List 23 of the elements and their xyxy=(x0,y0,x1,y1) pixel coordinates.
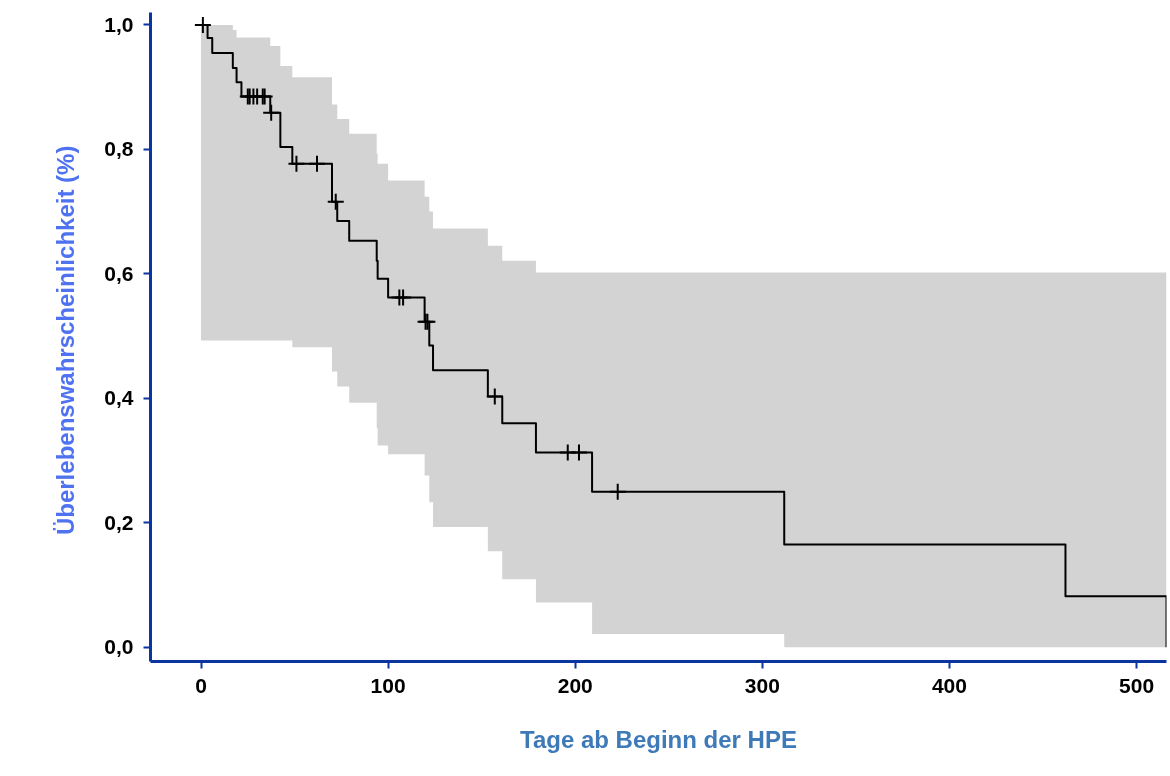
point xyxy=(193,15,212,34)
x-tick-label: 300 xyxy=(744,673,780,697)
x-axis-title: Tage ab Beginn der HPE xyxy=(520,725,797,753)
x-tick-label: 200 xyxy=(557,673,593,697)
point xyxy=(262,103,281,122)
y-tick-label: 0,6 xyxy=(104,261,134,285)
y-tick-label: 1,0 xyxy=(104,12,134,36)
x-tick-label: 100 xyxy=(370,673,406,697)
y-axis-title: Überlebenswahrscheinlichkeit (%) xyxy=(52,145,80,536)
point xyxy=(308,154,327,173)
x-tick-label: 400 xyxy=(931,673,967,697)
y-tick-label: 0,4 xyxy=(104,386,134,410)
point xyxy=(394,288,413,307)
point xyxy=(326,192,345,211)
y-tick-label: 0,2 xyxy=(104,510,134,534)
x-tick-label: 500 xyxy=(1119,673,1155,697)
y-tick-label: 0,0 xyxy=(104,635,134,659)
y-tick-label: 0,8 xyxy=(104,137,134,161)
x-tick-label: 0 xyxy=(195,673,207,697)
point xyxy=(608,482,627,501)
point xyxy=(569,443,588,462)
point xyxy=(287,154,306,173)
point xyxy=(485,387,504,406)
